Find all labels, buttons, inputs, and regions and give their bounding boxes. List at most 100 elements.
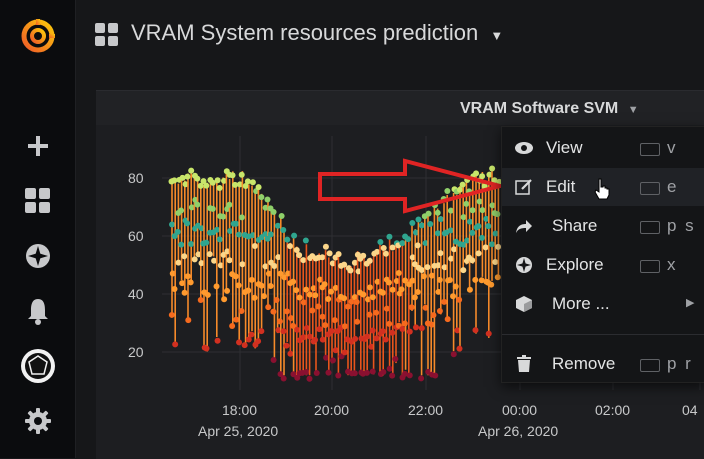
user-avatar[interactable] bbox=[0, 346, 75, 386]
data-point bbox=[174, 228, 181, 235]
data-point bbox=[348, 298, 355, 305]
data-point bbox=[328, 327, 335, 334]
data-point bbox=[366, 257, 373, 264]
alerting-bell-icon[interactable] bbox=[0, 291, 75, 331]
menu-item-edit[interactable]: Edit e bbox=[502, 168, 704, 206]
data-point bbox=[262, 204, 269, 211]
data-point bbox=[214, 337, 221, 344]
panel-header[interactable]: VRAM Software SVM ▼ bbox=[96, 91, 704, 125]
data-point bbox=[251, 243, 258, 250]
x-tick-label: 02:00 bbox=[595, 402, 631, 418]
menu-item-label: More ... bbox=[552, 294, 610, 313]
data-point bbox=[236, 339, 243, 346]
plus-icon[interactable] bbox=[0, 126, 75, 166]
data-point bbox=[300, 334, 307, 341]
data-point bbox=[402, 370, 409, 377]
settings-gear-icon[interactable] bbox=[0, 401, 75, 441]
data-point bbox=[316, 326, 323, 333]
data-point bbox=[277, 371, 284, 378]
data-point bbox=[450, 351, 457, 358]
data-point bbox=[472, 327, 479, 334]
data-point bbox=[213, 283, 220, 290]
data-point bbox=[242, 183, 249, 190]
menu-item-more[interactable]: More ... ▶ bbox=[502, 285, 704, 323]
menu-item-shortcut: p r bbox=[667, 354, 693, 373]
data-point bbox=[335, 372, 342, 379]
data-point bbox=[479, 207, 486, 214]
data-point bbox=[181, 253, 188, 260]
data-point bbox=[448, 255, 455, 262]
data-point bbox=[267, 283, 274, 290]
data-point bbox=[294, 326, 301, 333]
data-point bbox=[262, 231, 269, 238]
data-point bbox=[249, 179, 256, 186]
data-point bbox=[440, 195, 447, 202]
data-point bbox=[285, 270, 292, 277]
data-point bbox=[418, 267, 425, 274]
menu-item-label: View bbox=[546, 138, 583, 157]
y-tick-label: 80 bbox=[128, 170, 144, 186]
menu-item-share[interactable]: Share p s bbox=[502, 207, 704, 245]
data-point bbox=[194, 175, 201, 182]
grafana-logo-icon[interactable] bbox=[0, 16, 75, 56]
data-point bbox=[194, 201, 201, 208]
data-point bbox=[415, 216, 422, 223]
data-point bbox=[283, 308, 290, 315]
data-point bbox=[341, 323, 348, 330]
data-point bbox=[418, 375, 425, 382]
menu-item-remove[interactable]: Remove p r bbox=[502, 345, 704, 383]
data-point bbox=[351, 259, 358, 266]
data-point bbox=[322, 243, 329, 250]
data-point bbox=[344, 336, 351, 343]
data-point bbox=[175, 259, 182, 266]
data-point bbox=[198, 260, 205, 267]
menu-item-shortcut: e bbox=[667, 177, 679, 196]
menu-item-view[interactable]: View v bbox=[502, 129, 704, 167]
data-point bbox=[428, 321, 435, 328]
data-point bbox=[420, 273, 427, 280]
data-point bbox=[406, 372, 413, 379]
data-point bbox=[226, 201, 233, 208]
data-point bbox=[452, 283, 459, 290]
dashboards-icon[interactable] bbox=[0, 181, 75, 221]
data-point bbox=[483, 215, 490, 222]
data-point bbox=[322, 322, 329, 329]
data-point bbox=[389, 244, 396, 251]
data-point bbox=[456, 296, 463, 303]
panel-title[interactable]: VRAM Software SVM ▼ bbox=[460, 100, 639, 118]
data-point bbox=[191, 256, 198, 263]
data-point bbox=[184, 173, 191, 180]
data-point bbox=[418, 325, 425, 332]
keyboard-icon bbox=[640, 221, 660, 234]
menu-item-shortcut: v bbox=[667, 138, 678, 157]
edit-icon bbox=[514, 177, 534, 197]
data-point bbox=[214, 226, 221, 233]
data-point bbox=[264, 196, 271, 203]
menu-item-label: Explore bbox=[546, 255, 604, 274]
data-point bbox=[380, 369, 387, 376]
data-point bbox=[475, 250, 482, 257]
data-point bbox=[444, 187, 451, 194]
keyboard-icon bbox=[640, 260, 660, 273]
data-point bbox=[321, 281, 328, 288]
data-point bbox=[206, 251, 213, 258]
data-point bbox=[412, 229, 419, 236]
data-point bbox=[441, 264, 448, 271]
dashboard-title[interactable]: VRAM System resources prediction ▼ bbox=[131, 20, 503, 46]
data-point bbox=[319, 336, 326, 343]
data-point bbox=[386, 365, 393, 372]
data-point bbox=[302, 237, 309, 244]
data-point bbox=[406, 328, 413, 335]
data-point bbox=[478, 277, 485, 284]
data-point bbox=[335, 251, 342, 258]
data-point bbox=[325, 369, 332, 376]
data-point bbox=[492, 230, 499, 237]
data-point bbox=[459, 181, 466, 188]
data-point bbox=[393, 277, 400, 284]
keyboard-icon bbox=[640, 359, 660, 372]
explore-compass-icon[interactable] bbox=[0, 236, 75, 276]
data-point bbox=[389, 329, 396, 336]
menu-item-explore[interactable]: Explore x bbox=[502, 246, 704, 284]
data-point bbox=[315, 303, 322, 310]
data-point bbox=[479, 173, 486, 180]
